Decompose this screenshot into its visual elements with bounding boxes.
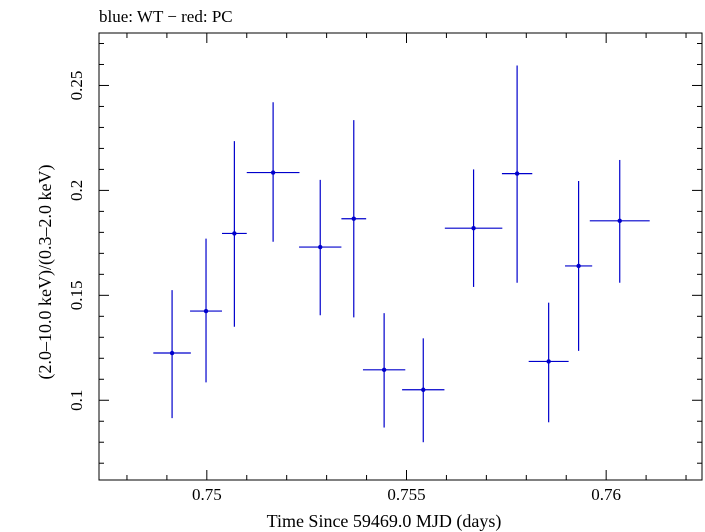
point-marker bbox=[270, 170, 276, 175]
point-marker bbox=[351, 216, 356, 221]
data-point bbox=[565, 180, 593, 351]
data-points bbox=[153, 65, 650, 443]
data-point bbox=[299, 179, 342, 316]
data-point bbox=[153, 290, 191, 419]
axis-tick-labels: 0.75 0.755 0.76 0.1 0.15 0.2 0.25 bbox=[67, 71, 621, 504]
y-tick-label: 0.15 bbox=[67, 280, 86, 310]
x-tick-label: 0.755 bbox=[387, 485, 425, 504]
point-marker bbox=[617, 218, 622, 224]
y-tick-label: 0.1 bbox=[67, 390, 86, 411]
x-tick-label: 0.76 bbox=[591, 485, 621, 504]
point-marker bbox=[546, 359, 551, 364]
point-marker bbox=[232, 231, 237, 236]
data-point bbox=[589, 159, 650, 283]
point-marker bbox=[169, 350, 175, 356]
point-marker bbox=[203, 308, 209, 314]
y-tick-label: 0.25 bbox=[67, 71, 86, 101]
point-marker bbox=[514, 171, 520, 176]
point-marker bbox=[381, 367, 387, 373]
y-tick-label: 0.2 bbox=[67, 180, 86, 201]
chart-title: blue: WT − red: PC bbox=[99, 7, 233, 26]
x-axis-label: Time Since 59469.0 MJD (days) bbox=[267, 511, 502, 532]
point-marker bbox=[576, 263, 581, 269]
axis-ticks bbox=[99, 33, 702, 480]
data-point bbox=[190, 238, 222, 383]
point-marker bbox=[421, 387, 426, 392]
data-point bbox=[501, 65, 533, 283]
data-point bbox=[221, 141, 247, 327]
data-point bbox=[402, 338, 445, 443]
point-marker bbox=[318, 244, 323, 250]
data-point bbox=[246, 102, 300, 242]
data-point bbox=[341, 120, 367, 318]
x-tick-label: 0.75 bbox=[192, 485, 222, 504]
data-point bbox=[362, 313, 406, 428]
data-point bbox=[444, 169, 503, 287]
data-point bbox=[528, 302, 569, 423]
point-marker bbox=[471, 225, 476, 231]
plot-frame bbox=[98, 32, 703, 481]
y-axis-label: (2.0–10.0 keV)/(0.3–2.0 keV) bbox=[35, 165, 56, 380]
